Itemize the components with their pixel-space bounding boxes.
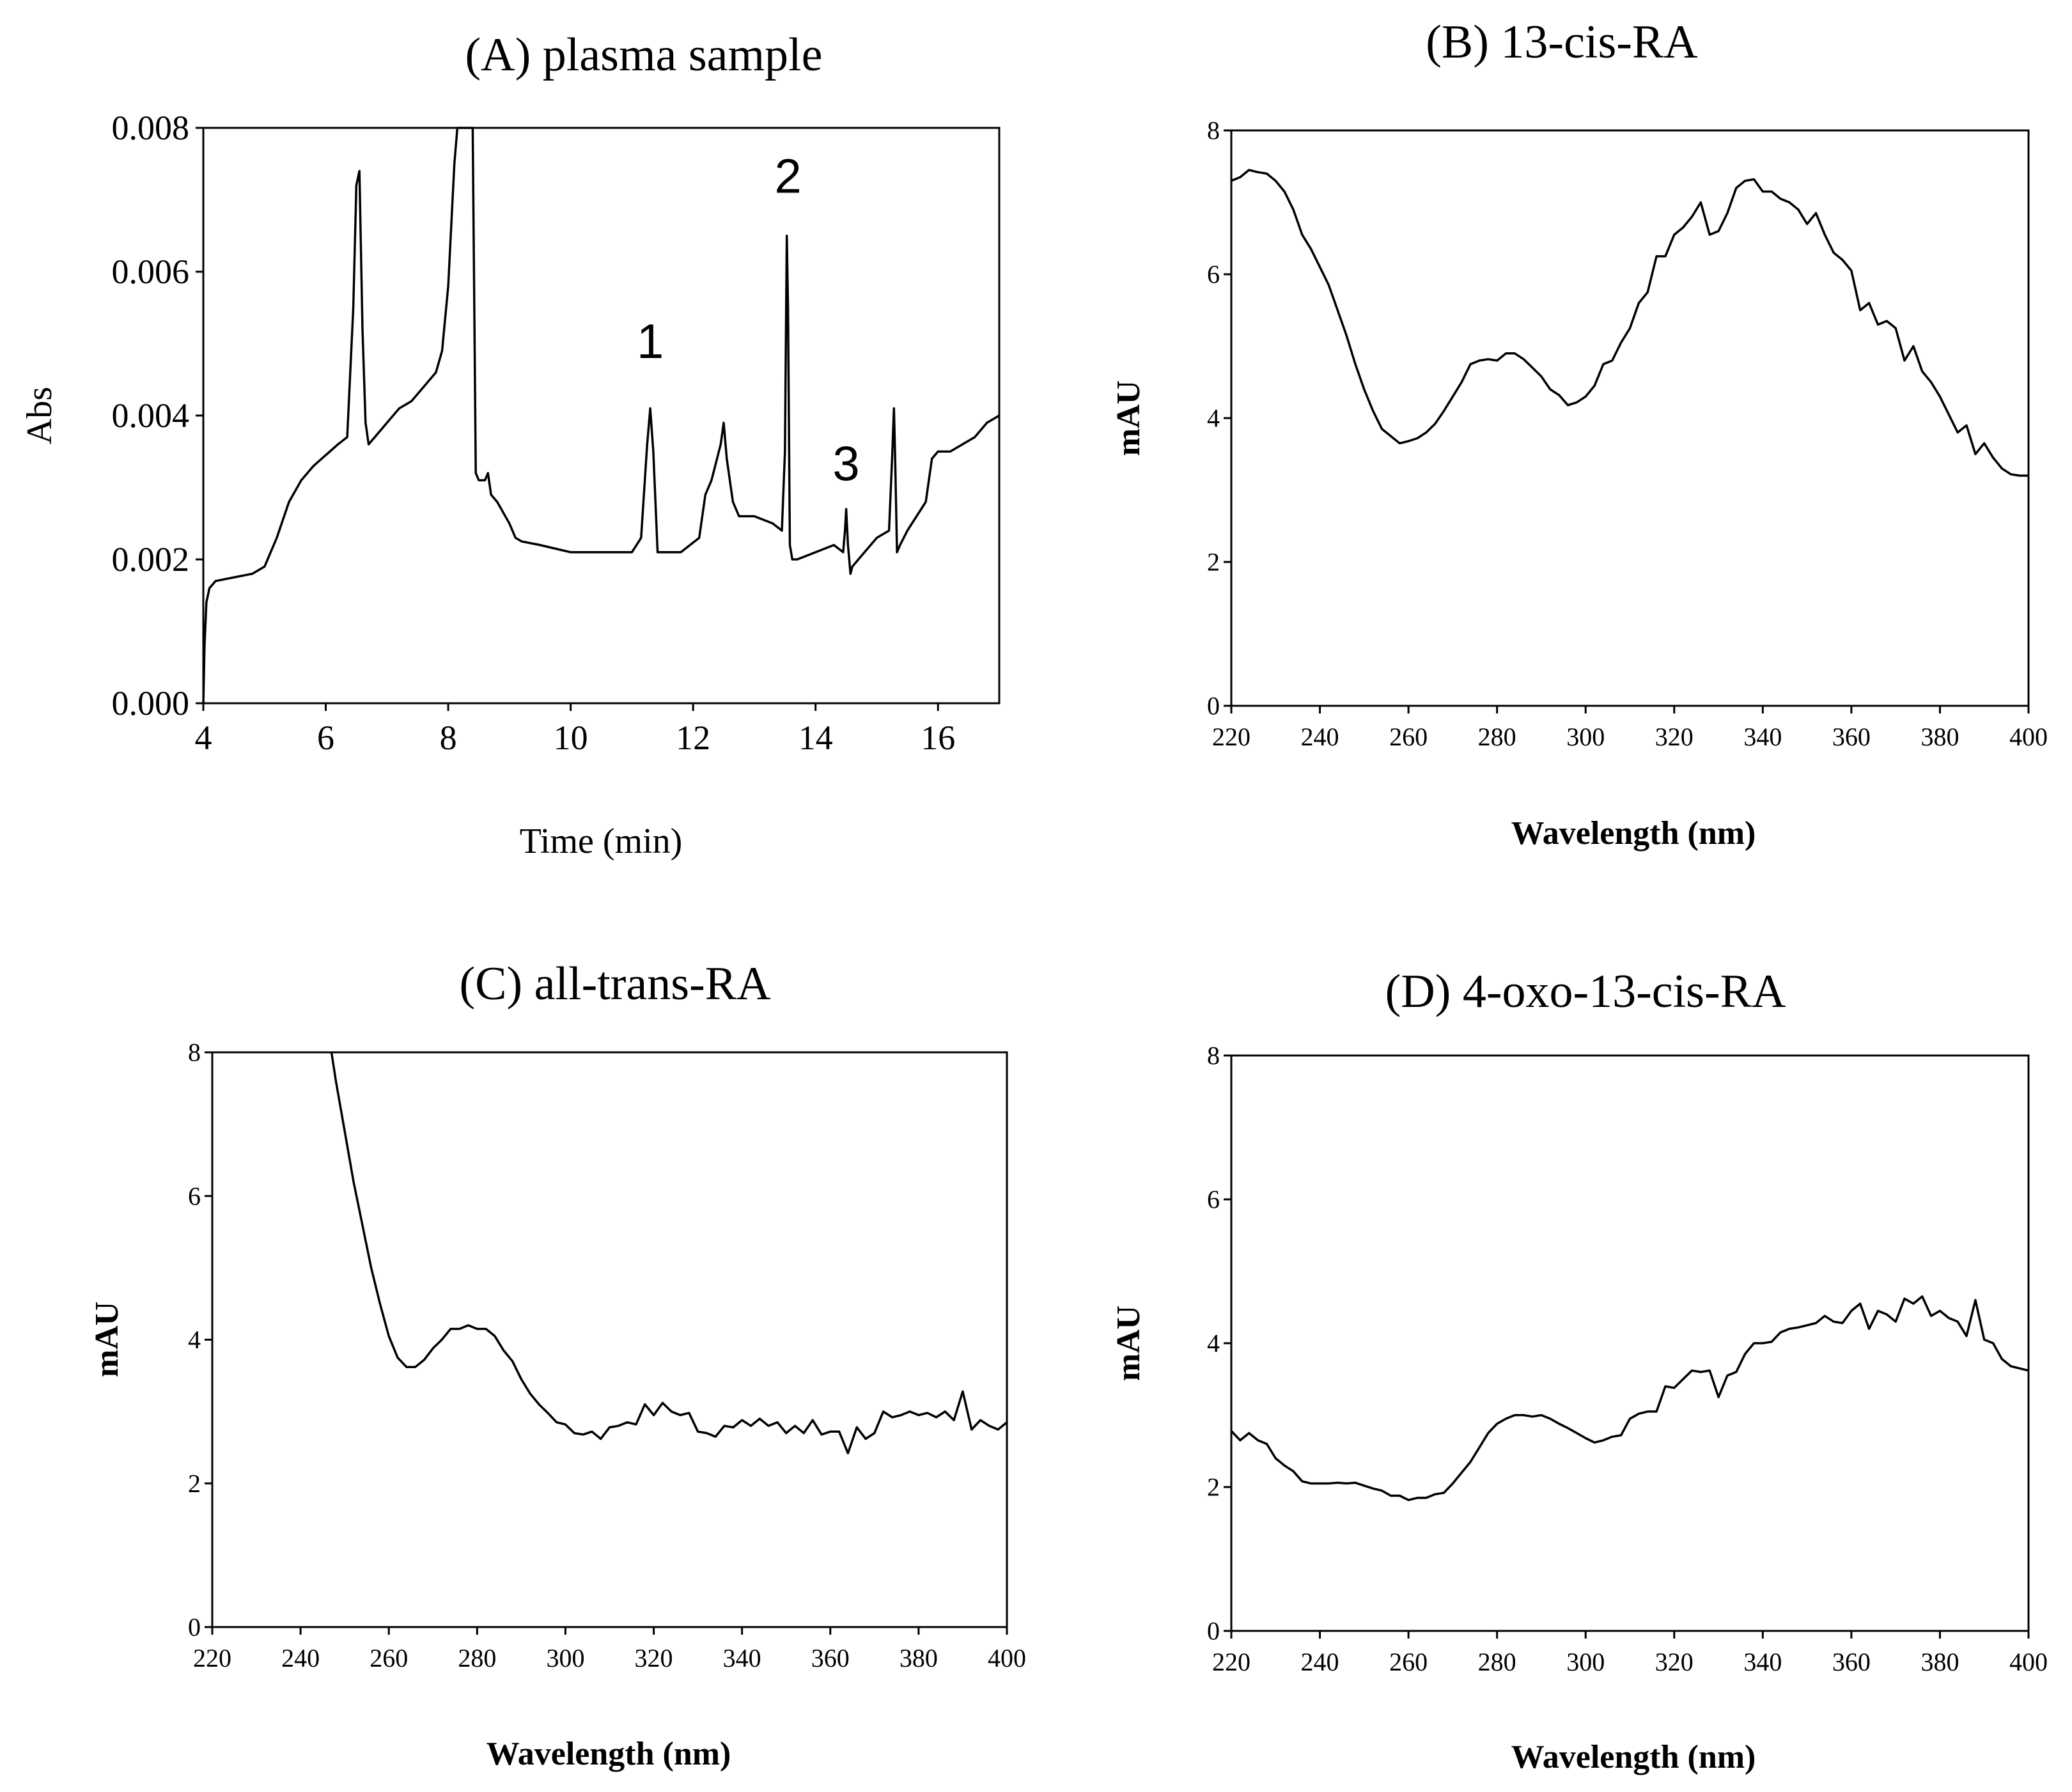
panel-d-x-tick-label-0: 220: [1212, 1648, 1250, 1676]
panel-c-x-tick-label-4: 300: [546, 1644, 584, 1672]
panel-c-x-tick-label-1: 240: [281, 1644, 320, 1672]
panel-a-y-tick-label-4: 0.008: [112, 109, 190, 147]
panel-c-x-tick-label-7: 360: [811, 1644, 850, 1672]
panel-d-title: (D) 4-oxo-13-cis-RA: [1385, 965, 1786, 1018]
panel-b-y-tick-label-3: 6: [1207, 260, 1220, 289]
panel-b-x-tick-label-0: 220: [1212, 722, 1250, 751]
panel-c-x-tick-label-2: 260: [370, 1644, 408, 1672]
panel-b-y-tick-label-2: 4: [1207, 404, 1220, 433]
panel-d-x-tick-label-8: 380: [1920, 1648, 1959, 1676]
panel-c-y-tick-label-0: 0: [188, 1613, 201, 1642]
panel-b-x-tick-label-7: 360: [1832, 722, 1871, 751]
panel-c-x-tick-label-0: 220: [193, 1644, 231, 1672]
panel-c-y-axis-label: mAU: [89, 1302, 125, 1377]
panel-d-x-tick-label-1: 240: [1301, 1648, 1339, 1676]
panel-a-y-tick-label-1: 0.002: [112, 540, 190, 579]
panel-d-y-tick-label-4: 8: [1207, 1041, 1220, 1070]
panel-d: (D) 4-oxo-13-cis-RA 220 240 260 280 300 320 34…: [1110, 965, 2048, 1775]
panel-d-y-tick-label-0: 0: [1207, 1617, 1220, 1646]
panel-d-x-tick-label-7: 360: [1832, 1648, 1871, 1676]
panel-b-x-tick-label-5: 320: [1655, 722, 1694, 751]
panel-b-y-tick-label-4: 8: [1207, 116, 1220, 145]
panel-a-x-tick-label-6: 16: [921, 719, 955, 757]
panel-a-series-line: [202, 127, 1000, 704]
panel-c-title: (C) all-trans-RA: [459, 958, 770, 1010]
panel-d-x-tick-label-4: 300: [1566, 1648, 1605, 1676]
panel-c-y-tick-label-3: 6: [188, 1181, 201, 1210]
panel-d-y-tick-label-1: 2: [1207, 1473, 1220, 1502]
panel-c-ticks: 220 240 260 280 300 320 340 360 380 400 0 2 4 6 8: [188, 1038, 1026, 1673]
panel-b-x-axis-label: Wavelength (nm): [1511, 815, 1756, 852]
panel-d-x-tick-label-2: 260: [1389, 1648, 1428, 1676]
panel-b-x-tick-label-2: 260: [1389, 722, 1428, 751]
panel-c-x-tick-label-6: 340: [723, 1644, 761, 1672]
panel-a-y-axis-label: Abs: [20, 387, 59, 444]
panel-a-title: (A) plasma sample: [465, 29, 823, 81]
panel-c-y-tick-label-2: 4: [188, 1325, 201, 1354]
panel-b-y-axis-label: mAU: [1110, 380, 1147, 456]
panel-a: (A) plasma sample 4 6 8 10 12 14 160.0000.0020…: [20, 29, 1001, 861]
panel-a-y-tick-label-3: 0.006: [112, 253, 190, 291]
panel-b-y-tick-label-1: 2: [1207, 548, 1220, 577]
panel-d-y-tick-label-2: 4: [1207, 1329, 1220, 1358]
panel-b-series-line: [1231, 169, 2029, 477]
panel-a-y-tick-label-2: 0.004: [112, 396, 190, 435]
panel-b-y-tick-label-0: 0: [1207, 692, 1220, 721]
panel-d-ticks: 220 240 260 280 300 320 340 360 380 400 0 2 4 6 8: [1207, 1041, 2048, 1677]
panel-a-x-tick-label-2: 8: [440, 719, 457, 757]
panel-b-x-tick-label-3: 280: [1478, 722, 1516, 751]
panel-d-y-tick-label-3: 6: [1207, 1185, 1220, 1214]
panel-b-ticks: 220 240 260 280 300 320 340 360 380 400 0 2 4 6 8: [1207, 116, 2048, 752]
panel-a-x-axis-label: Time (min): [520, 822, 683, 861]
panel-d-x-tick-label-5: 320: [1655, 1648, 1694, 1676]
peak-label-3: 3: [832, 437, 859, 491]
panel-b-x-tick-label-4: 300: [1566, 722, 1605, 751]
panel-a-x-tick-label-4: 12: [676, 719, 710, 757]
peak-label-2: 2: [774, 149, 801, 203]
panel-c-x-tick-label-5: 320: [635, 1644, 673, 1672]
panel-a-y-tick-label-0: 0.000: [112, 684, 190, 722]
panel-a-x-tick-label-0: 4: [195, 719, 212, 757]
panel-a-x-tick-label-5: 14: [798, 719, 833, 757]
panel-b-title: (B) 13-cis-RA: [1426, 16, 1697, 68]
panel-d-x-tick-label-3: 280: [1478, 1648, 1516, 1676]
panel-c-x-tick-label-9: 400: [988, 1644, 1026, 1672]
panel-d-x-tick-label-6: 340: [1743, 1648, 1782, 1676]
panel-c-y-tick-label-1: 2: [188, 1469, 201, 1498]
panel-d-x-tick-label-9: 400: [2009, 1648, 2048, 1676]
panel-d-y-axis-label: mAU: [1110, 1305, 1147, 1381]
panel-a-x-tick-label-1: 6: [317, 719, 334, 757]
panel-c-series-line: [330, 1052, 1008, 1454]
peak-label-1: 1: [637, 315, 664, 369]
panel-d-series-line: [1230, 1295, 2029, 1502]
panel-c-y-tick-label-4: 8: [188, 1038, 201, 1067]
panel-b-x-tick-label-8: 380: [1920, 722, 1959, 751]
panel-c-x-axis-label: Wavelength (nm): [487, 1736, 731, 1772]
panel-b-x-tick-label-9: 400: [2009, 722, 2048, 751]
panel-c-x-tick-label-3: 280: [458, 1644, 496, 1672]
panel-c: (C) all-trans-RA 220 240 260 280 300 320 340 36…: [89, 958, 1026, 1772]
panel-b-x-tick-label-6: 340: [1743, 722, 1782, 751]
panel-a-x-tick-label-3: 10: [554, 719, 588, 757]
panel-b-x-tick-label-1: 240: [1301, 722, 1339, 751]
panel-c-x-tick-label-8: 380: [900, 1644, 938, 1672]
panel-d-x-axis-label: Wavelength (nm): [1511, 1739, 1756, 1775]
panel-b: (B) 13-cis-RA 220 240 260 280 300 320 340 360 38…: [1110, 16, 2048, 852]
